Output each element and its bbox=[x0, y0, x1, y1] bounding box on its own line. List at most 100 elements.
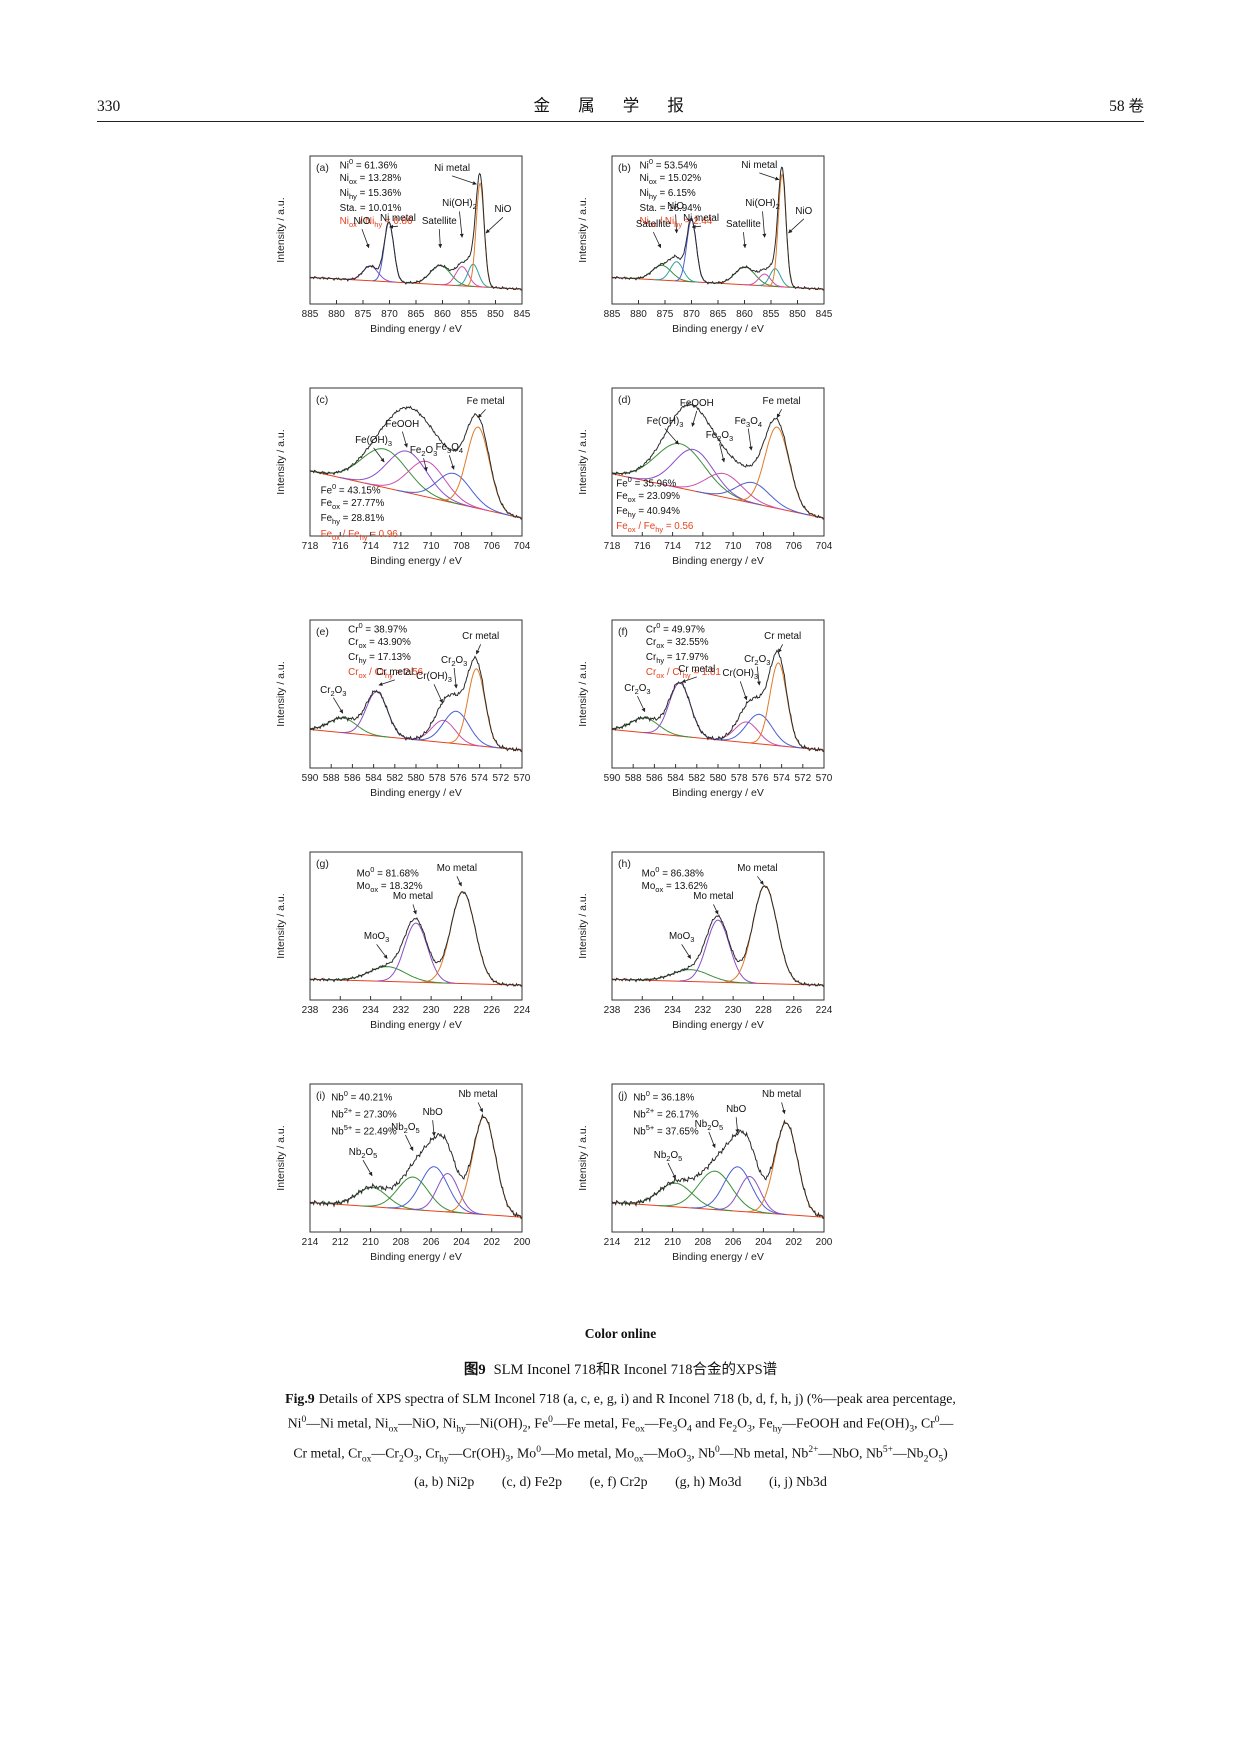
x-tick-label: 226 bbox=[483, 1005, 500, 1016]
peak-label: Cr2O3 bbox=[441, 655, 468, 668]
x-tick-label: 578 bbox=[731, 773, 748, 784]
plot-frame bbox=[309, 851, 523, 1001]
stat-line: Fehy = 28.81% bbox=[320, 513, 385, 527]
x-tick-label: 865 bbox=[408, 309, 425, 320]
fit-component bbox=[377, 922, 455, 984]
peak-label: Fe3O4 bbox=[435, 442, 464, 456]
x-tick-label: 200 bbox=[816, 1237, 833, 1248]
peak-label: Fe metal bbox=[466, 396, 505, 408]
peak-arrow bbox=[652, 231, 662, 249]
peak-label: NbO bbox=[726, 1104, 747, 1116]
x-tick-label: 708 bbox=[755, 541, 772, 552]
caption-en-line-2: Ni0—Ni metal, Niox—NiO, Nihy—Ni(OH)2, Fe… bbox=[287, 1414, 954, 1434]
x-tick-label: 204 bbox=[755, 1237, 772, 1248]
peak-arrow bbox=[664, 428, 679, 445]
fit-component bbox=[387, 1166, 481, 1215]
peak-arrow bbox=[756, 666, 761, 686]
peak-arrow bbox=[776, 409, 782, 418]
stat-line: Moox = 18.32% bbox=[356, 880, 423, 894]
fit-component bbox=[309, 717, 390, 738]
panel-stats: Fe0 = 35.96% Feox = 23.09% Fehy = 40.94% Fe… bbox=[616, 474, 693, 537]
panel-letter: (f) bbox=[618, 626, 628, 638]
x-tick-label: 212 bbox=[332, 1237, 349, 1248]
peak-arrow bbox=[433, 684, 443, 704]
peak-arrow bbox=[735, 1117, 740, 1134]
peak-label: Cr metal bbox=[678, 663, 716, 675]
peak-arrow bbox=[405, 1134, 414, 1151]
x-tick-label: 588 bbox=[323, 773, 340, 784]
stat-line: Ni0 = 53.54% bbox=[639, 157, 698, 172]
peak-arrow bbox=[747, 428, 753, 451]
peak-arrow bbox=[438, 229, 443, 249]
stat-line: Nb0 = 36.18% bbox=[633, 1089, 695, 1104]
panel-letter: (e) bbox=[316, 626, 329, 638]
x-tick-label: 855 bbox=[461, 309, 478, 320]
fit-component bbox=[397, 472, 511, 517]
fit-component bbox=[412, 710, 500, 749]
x-tick-label: 576 bbox=[752, 773, 769, 784]
peak-arrow bbox=[376, 944, 388, 959]
peak-label: Nb2O5 bbox=[391, 1121, 420, 1135]
panel-stats: Ni0 = 53.54% Niox = 15.02% Nihy = 6.15% Sta… bbox=[640, 156, 713, 231]
peak-label: Fe metal bbox=[762, 396, 801, 408]
x-tick-label: 880 bbox=[328, 309, 345, 320]
peak-arrow bbox=[401, 431, 408, 448]
peak-arrow bbox=[759, 172, 780, 181]
x-tick-label: 232 bbox=[393, 1005, 410, 1016]
stat-line: Crox / Crhy = 2.56 bbox=[348, 667, 424, 681]
peak-arrow bbox=[423, 458, 428, 472]
x-tick-label: 214 bbox=[302, 1237, 319, 1248]
x-tick-label: 234 bbox=[664, 1005, 681, 1016]
peak-arrow bbox=[451, 175, 477, 185]
peak-arrow bbox=[691, 224, 702, 229]
peak-arrow bbox=[389, 224, 399, 229]
xps-plot-h: 238 236 234 232 230 228 226 224 Binding energy /… bbox=[577, 851, 833, 1031]
stat-line: Niox / Nihy = 0.86 bbox=[339, 215, 413, 229]
x-tick-label: 860 bbox=[434, 309, 451, 320]
panel-letter: (d) bbox=[618, 394, 631, 406]
x-tick-label: 875 bbox=[355, 309, 372, 320]
panel-letter: (j) bbox=[618, 1090, 627, 1102]
peak-arrow bbox=[453, 667, 458, 689]
peak-label: Fe(OH)3 bbox=[646, 415, 684, 429]
x-axis-label: Binding energy / eV bbox=[672, 555, 764, 567]
peak-arrow bbox=[332, 697, 344, 714]
stat-line: Nb5+ = 37.65% bbox=[633, 1122, 699, 1138]
peak-arrow bbox=[362, 1159, 373, 1177]
x-tick-label: 578 bbox=[429, 773, 446, 784]
xps-panel-h: 238 236 234 232 230 228 226 224 Binding energy /… bbox=[572, 844, 848, 1040]
x-tick-label: 586 bbox=[344, 773, 361, 784]
y-axis-label: Intensity / a.u. bbox=[275, 429, 287, 494]
x-axis-label: Binding energy / eV bbox=[672, 323, 764, 335]
fit-component bbox=[749, 662, 808, 749]
x-tick-label: 714 bbox=[664, 541, 681, 552]
peak-label: Cr(OH)3 bbox=[416, 671, 452, 685]
peak-label: NiO bbox=[795, 205, 813, 217]
peak-label: Cr2O3 bbox=[624, 683, 651, 697]
peak-arrow bbox=[412, 904, 417, 915]
plot-frame bbox=[611, 1083, 825, 1233]
x-tick-label: 865 bbox=[710, 309, 727, 320]
fit-component bbox=[411, 1172, 484, 1215]
peak-label: Cr metal bbox=[462, 631, 500, 643]
y-axis-label: Intensity / a.u. bbox=[275, 893, 287, 958]
x-tick-label: 870 bbox=[683, 309, 700, 320]
x-tick-label: 845 bbox=[816, 309, 833, 320]
x-tick-label: 204 bbox=[453, 1237, 470, 1248]
x-tick-label: 706 bbox=[785, 541, 802, 552]
peak-arrow bbox=[708, 1131, 716, 1149]
peak-arrow bbox=[378, 679, 395, 686]
x-tick-label: 716 bbox=[332, 541, 349, 552]
x-axis-label: Binding energy / eV bbox=[370, 555, 462, 567]
x-tick-label: 718 bbox=[302, 541, 319, 552]
peak-label: Ni metal bbox=[683, 213, 719, 225]
peak-arrow bbox=[719, 443, 726, 463]
x-tick-label: 570 bbox=[514, 773, 531, 784]
peak-label: NbO bbox=[422, 1107, 443, 1119]
x-tick-label: 224 bbox=[816, 1005, 833, 1016]
peak-label: Nb2O5 bbox=[653, 1150, 683, 1164]
x-tick-label: 880 bbox=[630, 309, 647, 320]
fit-component bbox=[723, 885, 807, 985]
peak-label: Fe3O4 bbox=[734, 415, 762, 429]
stat-line: Sta. = 16.94% bbox=[639, 203, 702, 215]
